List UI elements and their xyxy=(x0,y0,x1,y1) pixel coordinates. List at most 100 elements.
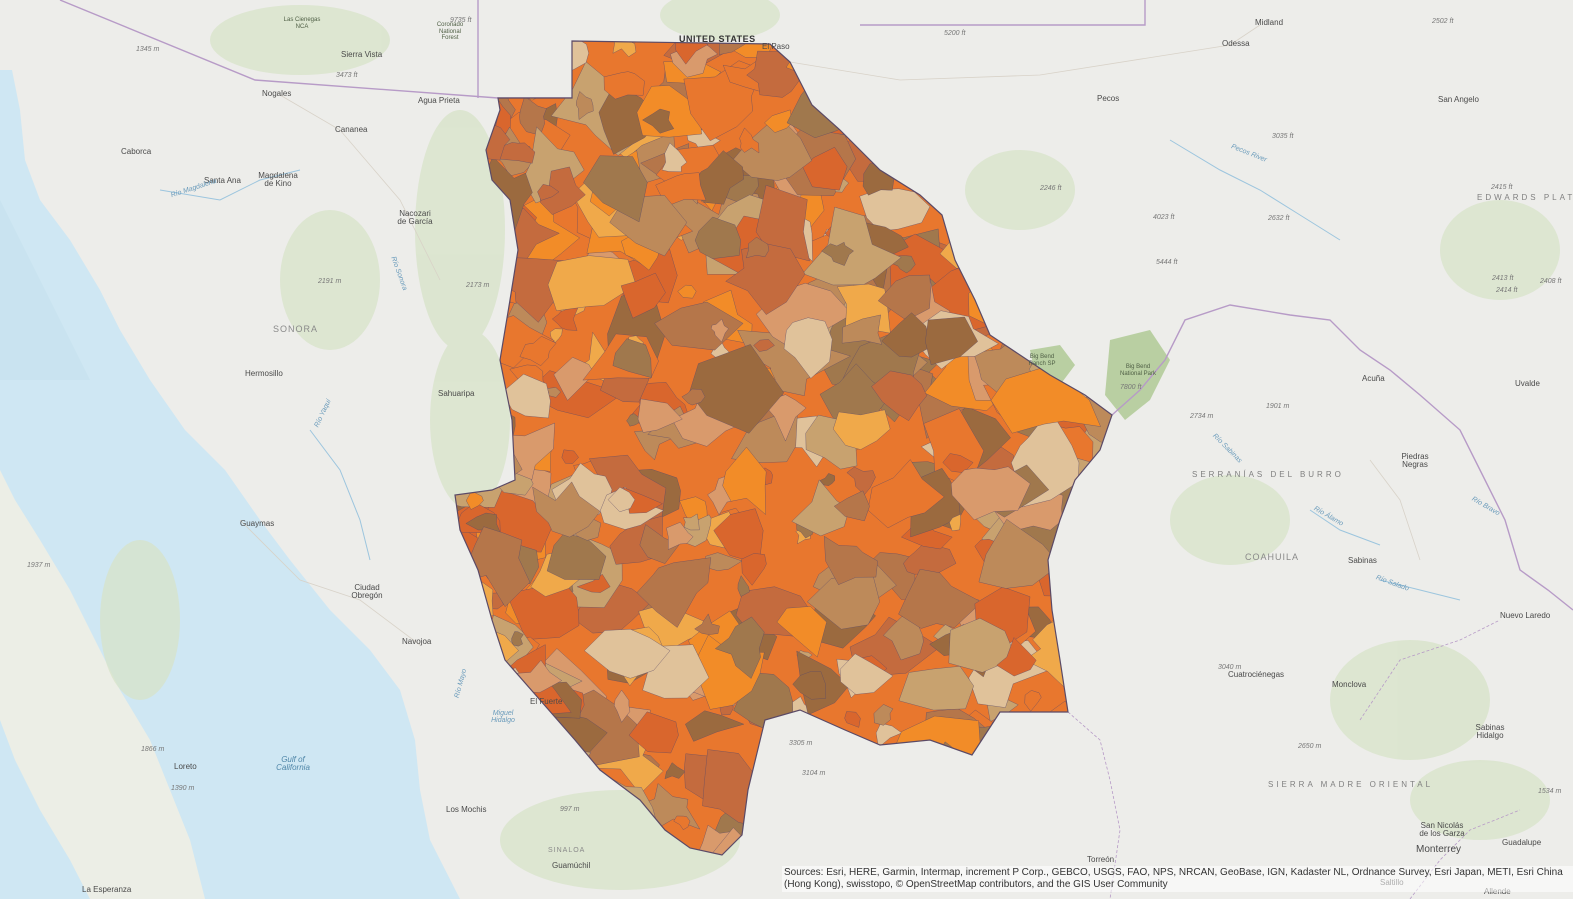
soil-polygon[interactable] xyxy=(549,328,563,343)
soil-polygon[interactable] xyxy=(664,762,686,780)
soil-polygon[interactable] xyxy=(839,653,894,695)
soil-polygon[interactable] xyxy=(791,479,850,537)
soil-polygon[interactable] xyxy=(978,518,1061,589)
soil-polygon[interactable] xyxy=(553,357,596,401)
soil-polygon[interactable] xyxy=(741,553,767,586)
soil-polygon[interactable] xyxy=(519,95,547,136)
city-cuatrocienegas: Cuatrociénegas xyxy=(1228,670,1285,679)
soil-polygon[interactable] xyxy=(684,710,745,742)
rivers xyxy=(159,139,1461,601)
soil-polygon[interactable] xyxy=(739,127,760,154)
soil-polygon[interactable] xyxy=(636,557,712,628)
soil-polygon[interactable] xyxy=(626,413,642,427)
soil-polygon[interactable] xyxy=(673,815,691,831)
soil-polygon[interactable] xyxy=(755,184,810,262)
soil-polygon[interactable] xyxy=(844,711,861,728)
soil-polygon[interactable] xyxy=(949,513,961,532)
soil-polygon[interactable] xyxy=(681,388,706,406)
soil-polygon[interactable] xyxy=(714,616,765,679)
park-big-bend-national: Big Bend National Park xyxy=(1119,364,1157,377)
soil-polygon[interactable] xyxy=(620,272,666,319)
soil-polygon[interactable] xyxy=(867,459,945,529)
soil-polygon[interactable] xyxy=(612,338,652,379)
soil-polygon[interactable] xyxy=(873,704,894,726)
city-monclova: Monclova xyxy=(1332,680,1367,689)
soil-polygon[interactable] xyxy=(877,274,931,321)
soil-polygon[interactable] xyxy=(561,449,579,464)
elev-6: 2502 ft xyxy=(1432,18,1454,25)
soil-polygon[interactable] xyxy=(871,370,928,422)
soil-polygon[interactable] xyxy=(881,312,931,358)
soil-polygon[interactable] xyxy=(694,613,720,635)
city-magdalena-de-kino: Magdalena de Kino xyxy=(258,171,298,188)
soil-polygon[interactable] xyxy=(655,172,707,207)
city-midland: Midland xyxy=(1255,18,1284,27)
soil-polygon[interactable] xyxy=(576,573,611,593)
soil-polygon[interactable] xyxy=(666,521,694,550)
soil-polygon[interactable] xyxy=(584,628,671,679)
elev-26: 1390 m xyxy=(171,785,195,792)
soil-polygon[interactable] xyxy=(753,339,775,352)
soil-polygon[interactable] xyxy=(802,206,902,286)
soil-polygon[interactable] xyxy=(547,255,637,311)
elev-21: 3305 m xyxy=(789,740,813,747)
elev-18: 7800 ft xyxy=(1120,384,1142,391)
soil-polygon[interactable] xyxy=(996,637,1037,677)
soil-polygon[interactable] xyxy=(613,689,631,723)
city-caborca: Caborca xyxy=(121,147,152,156)
elev-24: 1937 m xyxy=(27,562,51,569)
label-sierra-madre-oriental: SIERRA MADRE ORIENTAL xyxy=(1268,780,1434,789)
soil-polygon[interactable] xyxy=(898,666,974,711)
soil-polygon[interactable] xyxy=(603,71,645,100)
soil-polygon[interactable] xyxy=(764,109,793,133)
soil-polygon[interactable] xyxy=(710,318,729,343)
soil-polygon[interactable] xyxy=(465,490,484,510)
label-coahuila: COAHUILA xyxy=(1245,552,1300,562)
city-nacozari-de-garcia: Nacozari de García xyxy=(397,209,433,226)
soil-polygon[interactable] xyxy=(677,284,697,299)
soil-polygon[interactable] xyxy=(532,481,601,538)
soil-polygon[interactable] xyxy=(598,83,662,155)
soil-polygon[interactable] xyxy=(875,722,903,749)
elev-25: 1866 m xyxy=(141,746,165,753)
soil-polygon[interactable] xyxy=(737,575,750,597)
city-guamuchil: Guamúchil xyxy=(552,861,591,870)
soil-polygon[interactable] xyxy=(661,142,688,173)
soil-polygon[interactable] xyxy=(628,711,679,754)
soil-polygon[interactable] xyxy=(823,535,878,586)
soil-polygon[interactable] xyxy=(841,314,883,345)
deep-water-shade xyxy=(0,200,90,380)
soil-polygon[interactable] xyxy=(846,466,876,496)
city-sabinas-hidalgo: Sabinas Hidalgo xyxy=(1475,723,1505,740)
soil-polygon[interactable] xyxy=(519,336,557,367)
elev-10: 4023 ft xyxy=(1153,214,1175,221)
elev-17: 1901 m xyxy=(1266,403,1290,410)
soil-polygon[interactable] xyxy=(821,241,855,266)
soil-polygon[interactable] xyxy=(637,398,683,433)
soil-polygon[interactable] xyxy=(776,606,827,658)
soil-polygon[interactable] xyxy=(1024,690,1042,712)
soil-polygon[interactable] xyxy=(792,671,827,700)
soil-polygon[interactable] xyxy=(925,316,979,366)
soil-polygon[interactable] xyxy=(745,236,770,259)
soil-polygon[interactable] xyxy=(642,108,675,134)
soil-polygon[interactable] xyxy=(783,317,833,379)
soil-polygon[interactable] xyxy=(576,90,594,121)
soil-polygon[interactable] xyxy=(832,409,891,450)
soil-polygon[interactable] xyxy=(833,490,870,522)
city-el-paso: El Paso xyxy=(762,42,790,51)
soil-polygon[interactable] xyxy=(607,486,636,513)
soil-polygon[interactable] xyxy=(694,216,741,259)
soil-polygon[interactable] xyxy=(511,631,524,647)
soil-polygon[interactable] xyxy=(725,243,806,315)
soil-polygon[interactable] xyxy=(683,513,700,531)
soil-polygon[interactable] xyxy=(859,188,931,232)
label-edwards-plateau: EDWARDS PLATEA xyxy=(1477,193,1573,202)
soil-polygon[interactable] xyxy=(583,155,648,223)
soil-polygon[interactable] xyxy=(537,184,560,201)
city-cananea: Cananea xyxy=(335,125,368,134)
soil-polygon[interactable] xyxy=(639,524,680,564)
soil-polygon[interactable] xyxy=(722,446,767,516)
soil-polygon[interactable] xyxy=(950,466,1031,521)
